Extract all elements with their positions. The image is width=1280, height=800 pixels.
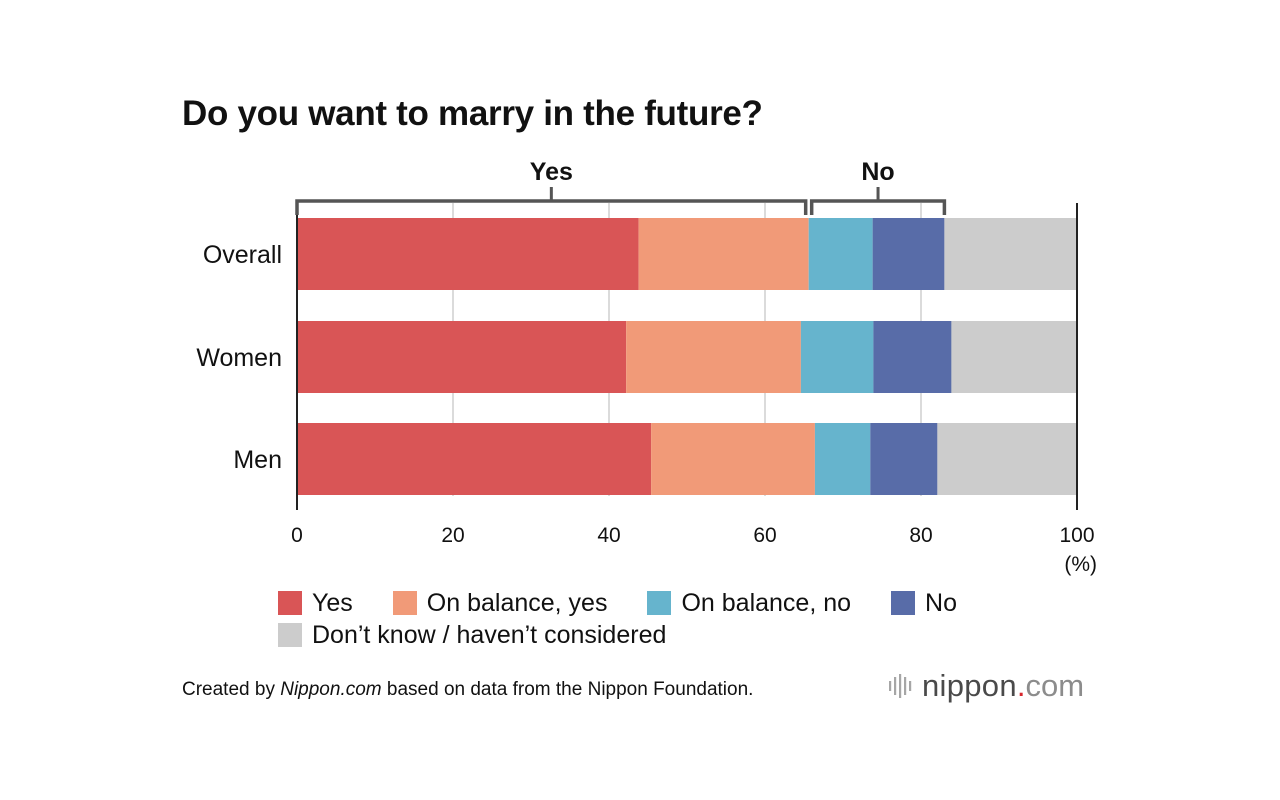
legend-item: Yes bbox=[278, 589, 353, 618]
logo-dot: . bbox=[1016, 668, 1026, 703]
source-suffix: based on data from the Nippon Foundation… bbox=[381, 679, 754, 700]
legend-swatch bbox=[392, 591, 417, 615]
x-tick-label: 20 bbox=[441, 524, 464, 547]
bar-segment-overall-3 bbox=[872, 218, 945, 290]
logo-mark-icon bbox=[889, 674, 912, 698]
legend-swatch bbox=[278, 591, 302, 615]
bar-segment-overall-0 bbox=[297, 218, 639, 290]
category-label-men: Men bbox=[233, 446, 282, 474]
bar-segment-men-2 bbox=[814, 423, 871, 495]
bar-segment-overall-2 bbox=[808, 218, 873, 290]
legend-item: No bbox=[891, 589, 957, 618]
bracket-yes bbox=[295, 199, 808, 215]
bar-segment-women-3 bbox=[873, 321, 952, 393]
chart-title: Do you want to marry in the future? bbox=[182, 94, 763, 133]
x-tick-label: 80 bbox=[909, 524, 932, 547]
x-tick-label: 100 bbox=[1059, 524, 1094, 547]
legend-label: No bbox=[925, 588, 958, 617]
legend-label: Yes bbox=[312, 588, 353, 617]
bracket-no bbox=[809, 199, 947, 215]
legend-label: On balance, no bbox=[681, 588, 852, 617]
x-tick-label: 40 bbox=[597, 524, 620, 547]
bar-segment-overall-1 bbox=[638, 218, 809, 290]
legend-swatch bbox=[647, 591, 672, 615]
bar-segment-men-3 bbox=[870, 423, 938, 495]
logo-name: nippon bbox=[922, 668, 1017, 703]
x-unit-label: (%) bbox=[1064, 553, 1097, 576]
bar-segment-women-4 bbox=[951, 321, 1077, 393]
bracket-label-no: No bbox=[861, 158, 894, 186]
legend-label: On balance, yes bbox=[426, 588, 608, 617]
bar-segment-women-0 bbox=[297, 321, 627, 393]
legend-row: Yes On balance, yes On balance, no No bbox=[278, 587, 1138, 619]
legend-item: On balance, yes bbox=[392, 588, 608, 618]
legend: Yes On balance, yes On balance, no No Don’t… bbox=[278, 587, 1138, 651]
category-label-overall: Overall bbox=[203, 241, 282, 269]
legend-item: On balance, no bbox=[647, 589, 851, 618]
bar-segment-men-4 bbox=[937, 423, 1077, 495]
legend-label: Don’t know / haven’t considered bbox=[312, 620, 667, 649]
bar-segment-men-0 bbox=[297, 423, 652, 495]
source-emphasis: Nippon.com bbox=[280, 679, 382, 700]
legend-item: Don’t know / haven’t considered bbox=[278, 621, 666, 650]
bracket-label-yes: Yes bbox=[530, 158, 573, 186]
category-label-women: Women bbox=[196, 344, 282, 372]
nippon-logo: nippon. com bbox=[888, 668, 1084, 704]
bar-segment-women-2 bbox=[800, 321, 874, 393]
legend-swatch bbox=[278, 623, 302, 647]
legend-row: Don’t know / haven’t considered bbox=[278, 619, 1138, 651]
x-tick-label: 60 bbox=[753, 524, 776, 547]
legend-swatch bbox=[891, 591, 916, 615]
source-prefix: Created by bbox=[182, 679, 281, 700]
bar-segment-women-1 bbox=[626, 321, 801, 393]
logo-tld: com bbox=[1025, 668, 1085, 703]
bar-segment-overall-4 bbox=[944, 218, 1077, 290]
source-note: Created by Nippon.com based on data from… bbox=[182, 679, 753, 701]
bar-segment-men-1 bbox=[651, 423, 815, 495]
x-tick-label: 0 bbox=[291, 524, 303, 547]
